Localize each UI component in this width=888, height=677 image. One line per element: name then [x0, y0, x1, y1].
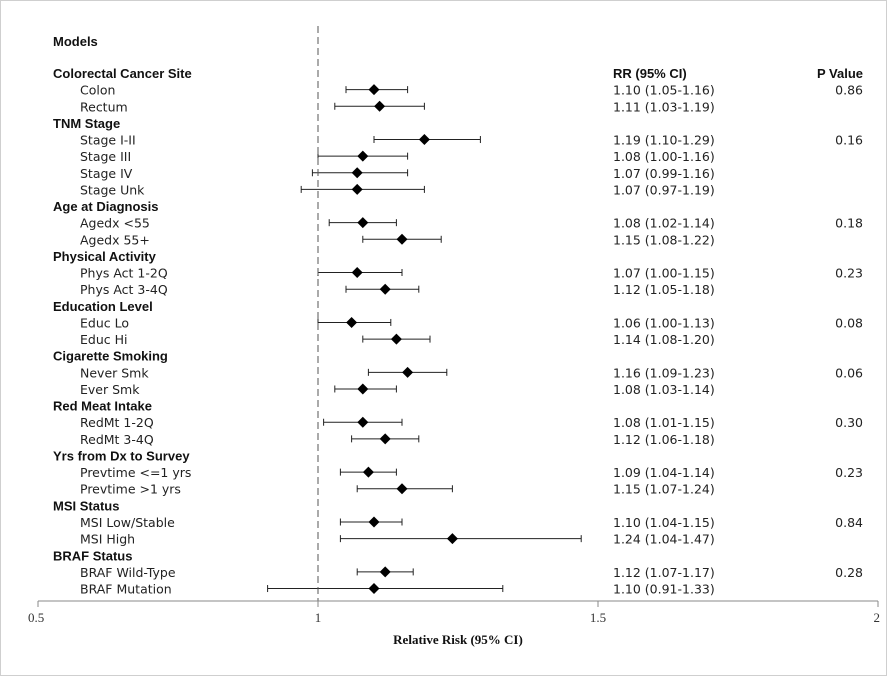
rr-point-marker [368, 84, 380, 96]
rr-ci-value: 1.08 (1.01-1.15) [613, 415, 715, 430]
rr-point-marker [374, 100, 386, 112]
rr-ci-value: 1.14 (1.08-1.20) [613, 332, 715, 347]
p-value: 0.30 [835, 415, 863, 430]
row-label: BRAF Wild-Type [80, 565, 176, 580]
group-header: TNM Stage [53, 116, 120, 131]
x-tick-label: 0.5 [28, 610, 44, 625]
rr-ci-value: 1.07 (0.99-1.16) [613, 166, 715, 181]
row-label: Educ Lo [80, 315, 129, 330]
rr-point-marker [402, 366, 414, 378]
x-axis-label: Relative Risk (95% CI) [393, 632, 523, 647]
rr-ci-value: 1.09 (1.04-1.14) [613, 465, 715, 480]
rr-point-marker [418, 134, 430, 146]
rr-point-marker [390, 333, 402, 345]
row-label: Ever Smk [80, 382, 140, 397]
row-label: Stage I-II [80, 133, 136, 148]
rr-point-marker [379, 566, 391, 578]
p-value: 0.16 [835, 133, 863, 148]
row-label: Agedx <55 [80, 216, 150, 231]
row-label: RedMt 3-4Q [80, 432, 154, 447]
p-value-column-header: P Value [817, 66, 863, 81]
rr-point-marker [357, 217, 369, 229]
group-header: Physical Activity [53, 249, 157, 264]
rr-ci-value: 1.16 (1.09-1.23) [613, 365, 715, 380]
rr-ci-value: 1.24 (1.04-1.47) [613, 532, 715, 547]
p-value: 0.84 [835, 515, 863, 530]
rr-ci-value: 1.08 (1.03-1.14) [613, 382, 715, 397]
rr-point-marker [368, 516, 380, 528]
row-label: MSI Low/Stable [80, 515, 175, 530]
p-value: 0.06 [835, 365, 863, 380]
row-label: Phys Act 3-4Q [80, 282, 168, 297]
group-header: BRAF Status [53, 548, 132, 563]
rr-ci-value: 1.12 (1.07-1.17) [613, 565, 715, 580]
rr-point-marker [351, 267, 363, 279]
rr-ci-value: 1.15 (1.08-1.22) [613, 232, 715, 247]
rr-point-marker [446, 533, 458, 545]
row-label: Stage III [80, 149, 131, 164]
rr-ci-value: 1.11 (1.03-1.19) [613, 99, 715, 114]
row-label: BRAF Mutation [80, 582, 172, 597]
p-value: 0.18 [835, 216, 863, 231]
x-axis-ticks: 0.5 1 1.5 2 [28, 601, 880, 625]
row-label: MSI High [80, 532, 135, 547]
row-label: RedMt 1-2Q [80, 415, 154, 430]
row-label: Educ Hi [80, 332, 127, 347]
row-label: Agedx 55+ [80, 232, 150, 247]
rr-ci-value: 1.07 (0.97-1.19) [613, 182, 715, 197]
group-header: MSI Status [53, 498, 119, 513]
p-value: 0.23 [835, 266, 863, 281]
row-label: Rectum [80, 99, 128, 114]
row-label: Never Smk [80, 365, 149, 380]
row-label: Prevtime <=1 yrs [80, 465, 191, 480]
p-value: 0.23 [835, 465, 863, 480]
row-label: Colon [80, 83, 115, 98]
rr-point-marker [396, 483, 408, 495]
x-tick-label: 1 [315, 610, 322, 625]
forest-rows: Colorectal Cancer Site Colon 1.10 (1.05-1.… [53, 66, 863, 597]
rr-point-marker [346, 316, 358, 328]
group-header: Yrs from Dx to Survey [53, 449, 190, 464]
group-header: Cigarette Smoking [53, 349, 168, 364]
rr-point-marker [351, 183, 363, 195]
group-header: Age at Diagnosis [53, 199, 158, 214]
group-header: Red Meat Intake [53, 399, 152, 414]
rr-point-marker [351, 167, 363, 179]
rr-ci-value: 1.19 (1.10-1.29) [613, 133, 715, 148]
rr-point-marker [396, 233, 408, 245]
rr-point-marker [379, 283, 391, 295]
x-tick-label: 1.5 [590, 610, 606, 625]
rr-ci-value: 1.12 (1.06-1.18) [613, 432, 715, 447]
rr-point-marker [379, 433, 391, 445]
rr-ci-value: 1.12 (1.05-1.18) [613, 282, 715, 297]
rr-column-header: RR (95% CI) [613, 66, 687, 81]
rr-ci-value: 1.10 (1.05-1.16) [613, 83, 715, 98]
rr-point-marker [362, 466, 374, 478]
group-header: Colorectal Cancer Site [53, 66, 192, 81]
rr-ci-value: 1.08 (1.02-1.14) [613, 216, 715, 231]
rr-point-marker [368, 583, 380, 595]
rr-point-marker [357, 150, 369, 162]
rr-ci-value: 1.08 (1.00-1.16) [613, 149, 715, 164]
rr-ci-value: 1.15 (1.07-1.24) [613, 482, 715, 497]
rr-point-marker [357, 383, 369, 395]
rr-ci-value: 1.10 (1.04-1.15) [613, 515, 715, 530]
group-header: Education Level [53, 299, 153, 314]
p-value: 0.28 [835, 565, 863, 580]
row-label: Stage Unk [80, 182, 145, 197]
rr-ci-value: 1.06 (1.00-1.13) [613, 315, 715, 330]
p-value: 0.86 [835, 83, 863, 98]
rr-point-marker [357, 416, 369, 428]
rr-ci-value: 1.10 (0.91-1.33) [613, 582, 715, 597]
row-label: Stage IV [80, 166, 133, 181]
row-label: Phys Act 1-2Q [80, 266, 168, 281]
row-label: Prevtime >1 yrs [80, 482, 181, 497]
chart-title: Models [53, 34, 98, 49]
p-value: 0.08 [835, 315, 863, 330]
x-tick-label: 2 [874, 610, 881, 625]
rr-ci-value: 1.07 (1.00-1.15) [613, 266, 715, 281]
